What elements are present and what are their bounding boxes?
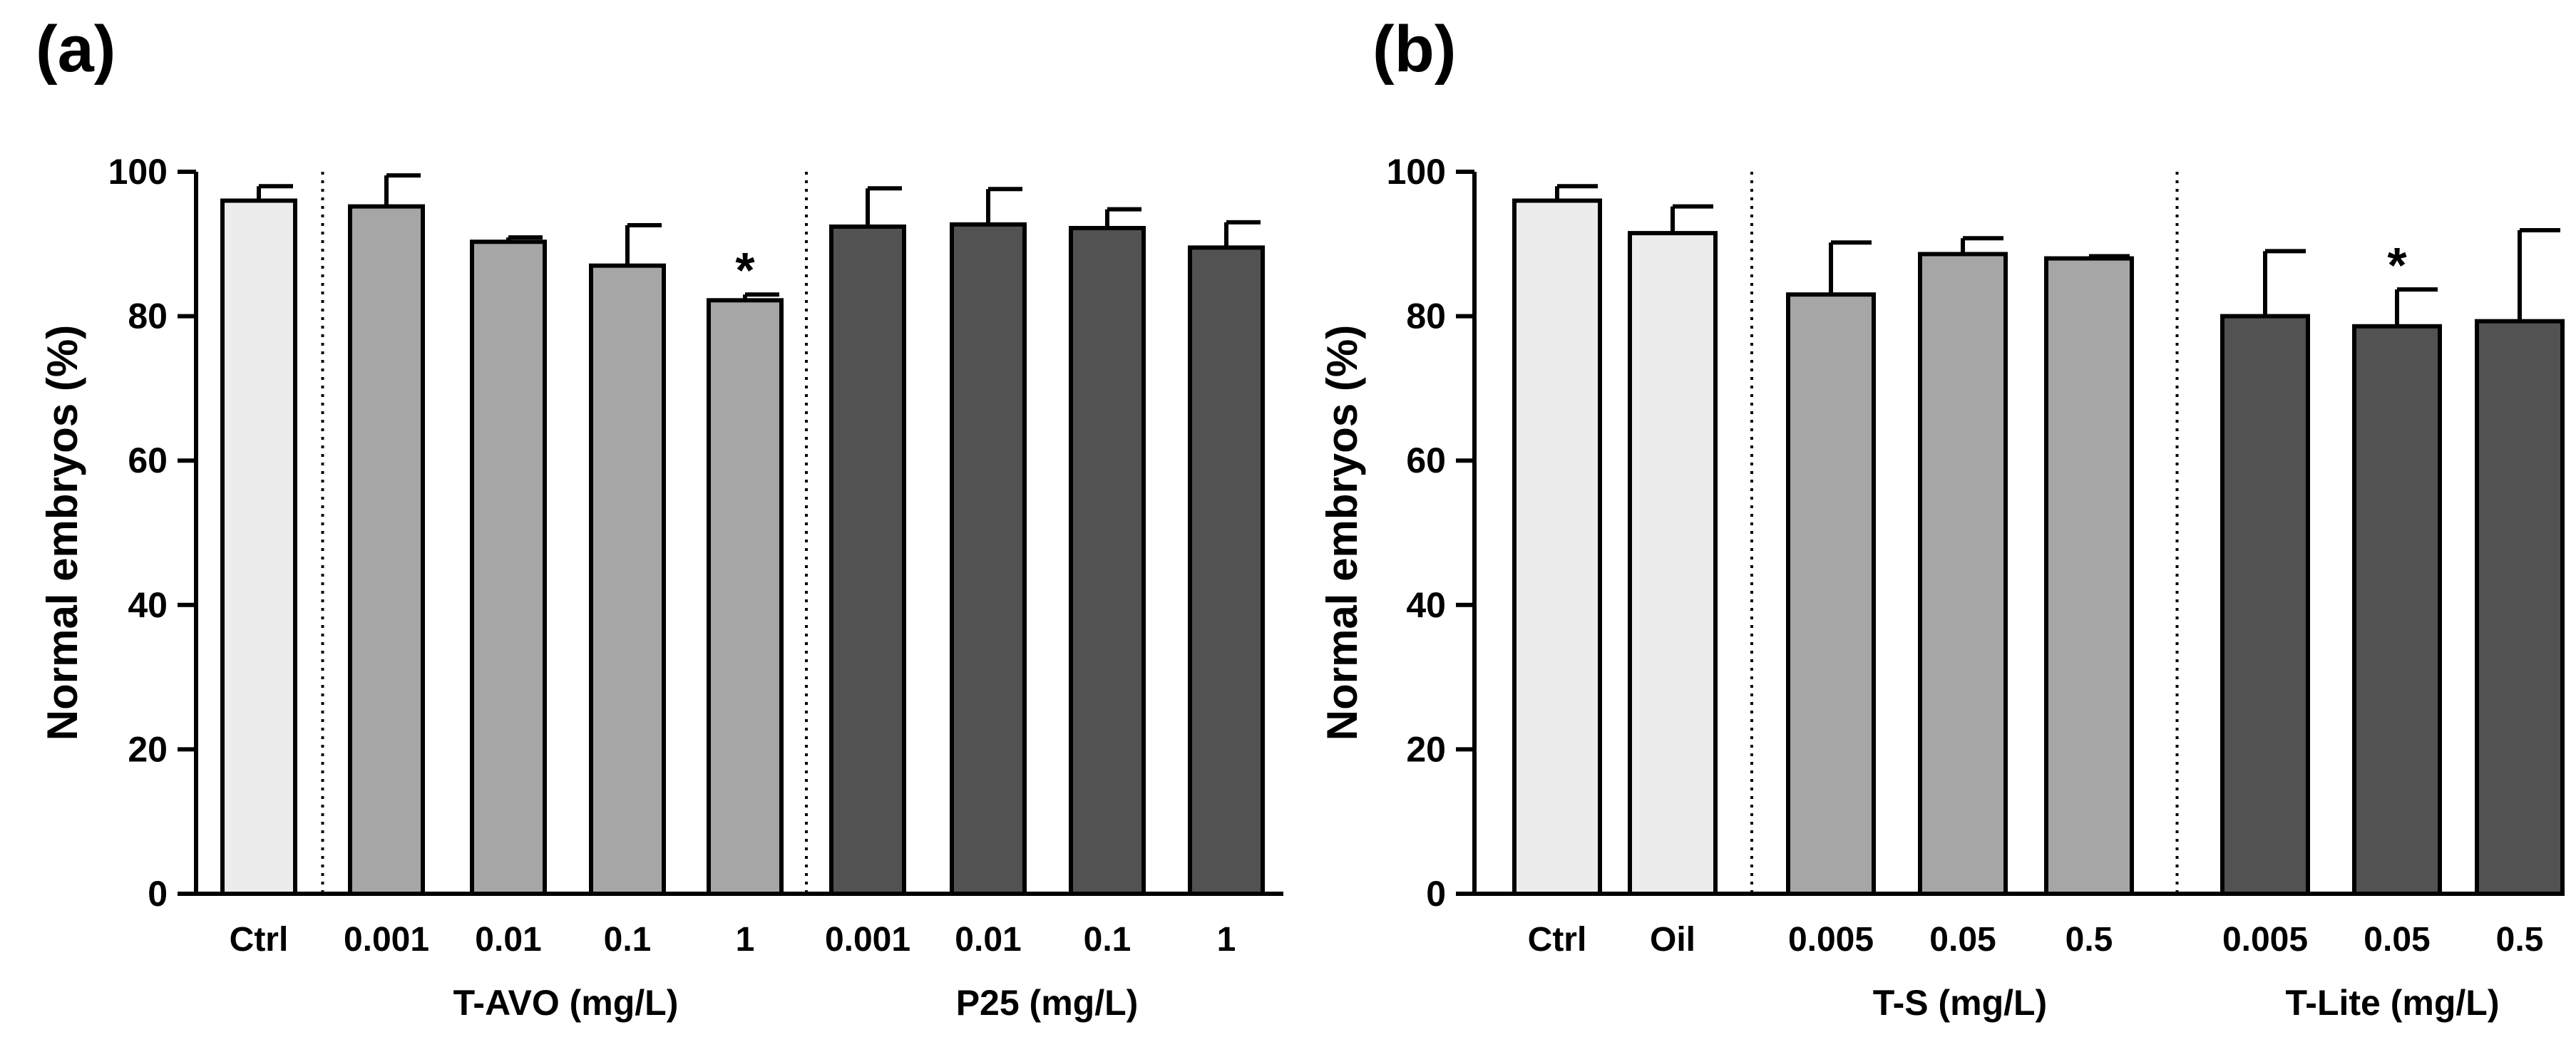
x-tick-label: 0.1 bbox=[1084, 921, 1132, 959]
y-tick-label: 100 bbox=[1387, 152, 1446, 192]
bar bbox=[2352, 324, 2442, 897]
y-tick-label: 20 bbox=[128, 729, 168, 769]
y-axis-label: Normal embryos (%) bbox=[39, 325, 86, 741]
y-tick-label: 100 bbox=[108, 152, 168, 192]
group-label: P25 (mg/L) bbox=[956, 983, 1139, 1023]
bar bbox=[829, 224, 906, 897]
bar bbox=[1069, 226, 1146, 897]
bar bbox=[470, 239, 547, 896]
x-tick-label: 0.01 bbox=[955, 921, 1021, 959]
bar bbox=[1786, 292, 1876, 896]
bar bbox=[2220, 314, 2310, 897]
y-tick-label: 40 bbox=[1406, 585, 1446, 625]
bar bbox=[950, 222, 1027, 897]
y-axis-label: Normal embryos (%) bbox=[1318, 325, 1366, 741]
x-tick-label: 0.005 bbox=[1788, 921, 1874, 959]
x-tick-label: 0.01 bbox=[475, 921, 541, 959]
x-tick-label: 1 bbox=[1217, 921, 1236, 959]
x-tick-label: 0.001 bbox=[825, 921, 910, 959]
x-tick-label: 0.05 bbox=[1929, 921, 1996, 959]
x-tick-label: 0.05 bbox=[2364, 921, 2430, 959]
bar bbox=[1512, 198, 1602, 896]
significance-marker: * bbox=[2387, 237, 2407, 293]
y-tick-label: 40 bbox=[128, 585, 168, 625]
x-tick-label: 0.001 bbox=[344, 921, 429, 959]
y-tick-label: 60 bbox=[1406, 440, 1446, 480]
bar bbox=[220, 198, 297, 896]
panel-label: (a) bbox=[36, 13, 116, 86]
y-tick-label: 20 bbox=[1406, 729, 1446, 769]
group-label: T-Lite (mg/L) bbox=[2286, 983, 2500, 1023]
x-tick-label: Oil bbox=[1650, 921, 1695, 959]
chart-panel-a: (a) 0 20 40 60 80 100 Normal embryos (%) Ctrl 0.0… bbox=[36, 13, 1283, 1023]
bar bbox=[707, 298, 784, 896]
group-label: T-AVO (mg/L) bbox=[453, 983, 679, 1023]
bar bbox=[2475, 319, 2565, 897]
y-tick-label: 80 bbox=[1406, 296, 1446, 336]
x-tick-label: Ctrl bbox=[1528, 921, 1587, 959]
chart-panel-b: (b) 0 20 40 60 80 100 Normal embryos (%) Ctrl Oil… bbox=[1318, 13, 2565, 1023]
x-tick-label: Ctrl bbox=[230, 921, 289, 959]
bar bbox=[2044, 256, 2134, 896]
bar bbox=[1188, 245, 1265, 896]
x-tick-label: 0.5 bbox=[2066, 921, 2113, 959]
panel-label: (b) bbox=[1372, 13, 1456, 86]
bar bbox=[1628, 231, 1718, 897]
y-tick-label: 80 bbox=[128, 296, 168, 336]
x-tick-label: 0.1 bbox=[604, 921, 652, 959]
y-tick-label: 60 bbox=[128, 440, 168, 480]
bar bbox=[1918, 252, 2008, 896]
x-tick-label: 0.005 bbox=[2222, 921, 2308, 959]
bar bbox=[589, 263, 666, 896]
x-tick-label: 1 bbox=[736, 921, 755, 959]
group-label: T-S (mg/L) bbox=[1873, 983, 2047, 1023]
x-tick-label: 0.5 bbox=[2496, 921, 2544, 959]
y-tick-label: 0 bbox=[1426, 874, 1446, 914]
significance-marker: * bbox=[735, 242, 755, 298]
y-tick-label: 0 bbox=[148, 874, 168, 914]
bar bbox=[348, 204, 425, 896]
